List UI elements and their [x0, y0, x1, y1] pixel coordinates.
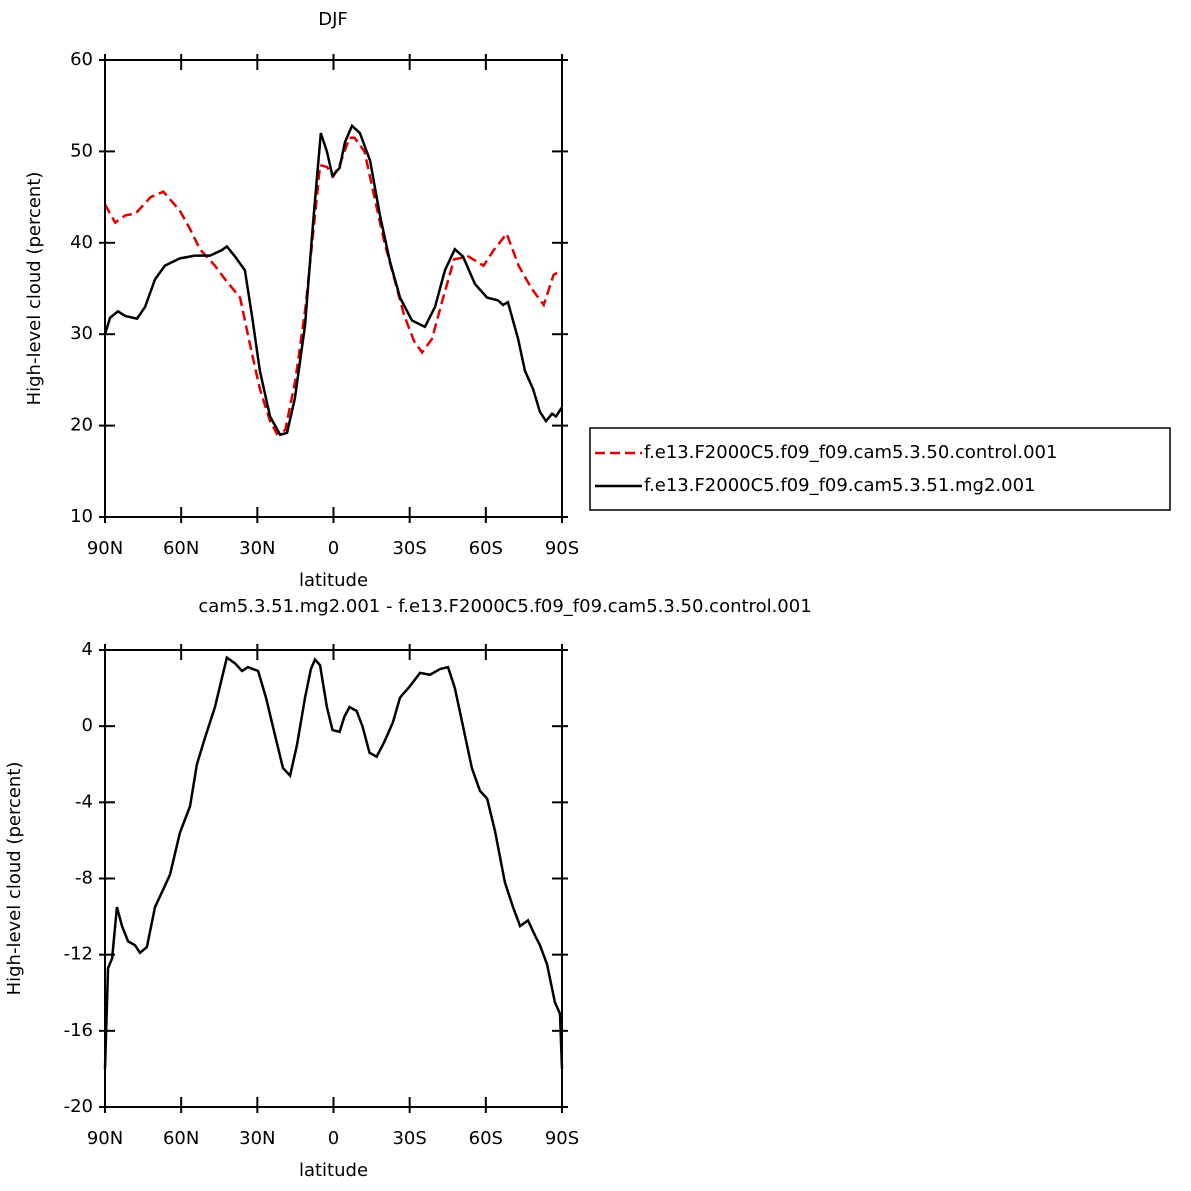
data-line	[103, 655, 564, 1069]
x-tick-label: 60S	[469, 538, 503, 559]
chart-title: DJF	[318, 9, 348, 30]
plot-frame	[104, 649, 563, 1108]
y-axis-label: High-level cloud (percent)	[24, 172, 45, 406]
x-tick-label: 60S	[469, 1128, 503, 1149]
y-tick-label: 60	[70, 49, 93, 70]
y-tick-label: 30	[70, 323, 93, 344]
x-tick-label: 30S	[392, 1128, 426, 1149]
y-tick-label: 0	[82, 715, 93, 736]
x-axis-label: latitude	[299, 570, 368, 591]
x-tick-label: 90S	[545, 1128, 579, 1149]
y-tick-label: 40	[70, 232, 93, 253]
x-tick-label: 60N	[163, 1128, 199, 1149]
x-tick-label: 60N	[163, 538, 199, 559]
legend-box	[589, 427, 1171, 511]
legend-label: f.e13.F2000C5.f09_f09.cam5.3.50.control.…	[644, 442, 1057, 463]
y-tick-label: 4	[82, 639, 93, 660]
y-tick-label: 50	[70, 140, 93, 161]
y-tick-label: -4	[75, 791, 93, 812]
y-tick-label: 10	[70, 506, 93, 527]
chart-title: cam5.3.51.mg2.001 - f.e13.F2000C5.f09_f0…	[198, 596, 811, 617]
y-tick-label: -16	[64, 1020, 93, 1041]
y-tick-label: 20	[70, 415, 93, 436]
legend-label: f.e13.F2000C5.f09_f09.cam5.3.51.mg2.001	[644, 475, 1035, 496]
x-tick-label: 30N	[239, 538, 275, 559]
x-tick-label: 90N	[87, 1128, 123, 1149]
x-tick-label: 30N	[239, 1128, 275, 1149]
x-axis-label: latitude	[299, 1160, 368, 1181]
data-line	[103, 136, 563, 436]
x-tick-label: 90N	[87, 538, 123, 559]
x-tick-label: 0	[328, 538, 339, 559]
y-tick-label: -20	[64, 1096, 93, 1117]
y-tick-label: -12	[64, 944, 93, 965]
plot-frame	[104, 59, 563, 518]
x-tick-label: 90S	[545, 538, 579, 559]
x-tick-label: 0	[328, 1128, 339, 1149]
data-line	[103, 123, 564, 437]
y-axis-label: High-level cloud (percent)	[4, 762, 25, 996]
y-tick-label: -8	[75, 868, 93, 889]
x-tick-label: 30S	[392, 538, 426, 559]
